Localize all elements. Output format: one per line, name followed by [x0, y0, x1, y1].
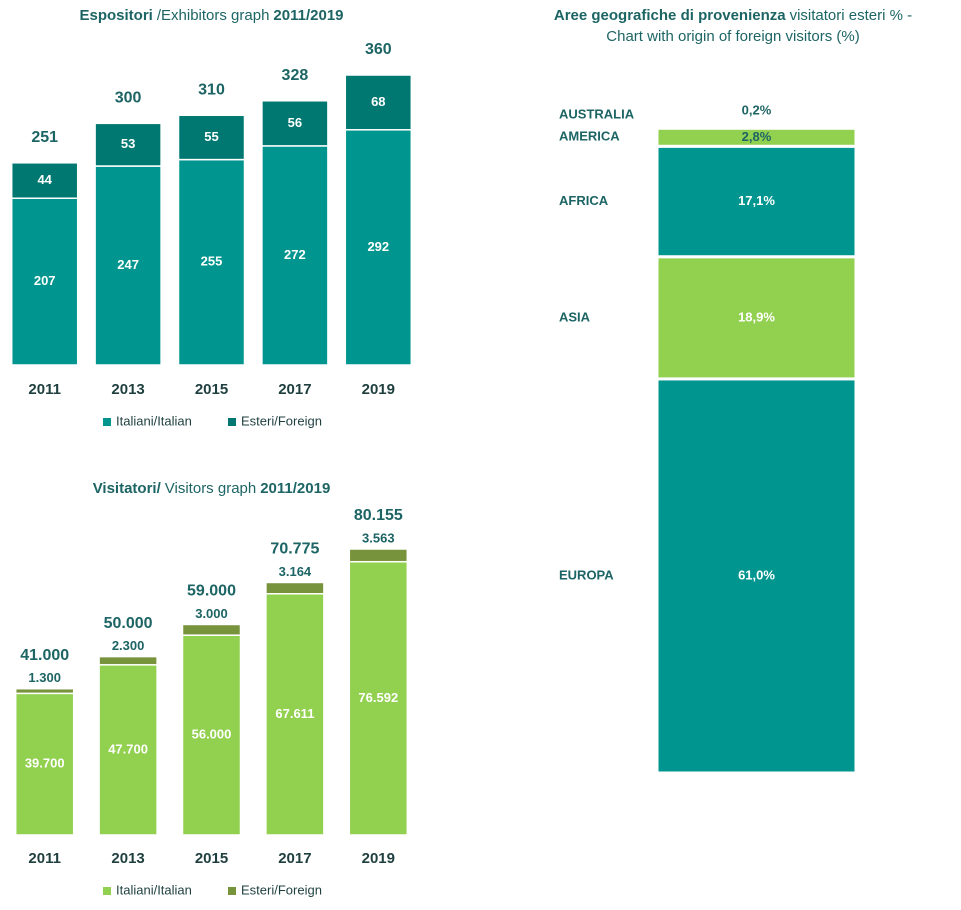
chart-title: Aree geografiche di provenienza visitator… [554, 7, 912, 24]
value-label: 292 [367, 239, 389, 254]
category-label: EUROPA [559, 567, 614, 582]
value-label: 3.563 [362, 530, 395, 545]
bar-segment [655, 144, 858, 259]
title-part: Visitors graph [165, 480, 256, 497]
x-tick-label: 2019 [362, 381, 395, 398]
value-label: 2.300 [112, 638, 145, 653]
bar-segment [14, 687, 75, 695]
title-part: Visitatori/ [93, 480, 162, 497]
value-label: 44 [37, 172, 52, 187]
total-label: 70.775 [270, 541, 319, 558]
legend-label: Italiani/Italian [116, 882, 192, 897]
value-label: 67.611 [275, 706, 314, 721]
value-label: 247 [117, 257, 139, 272]
bar-segment [655, 377, 858, 775]
bar-segment [265, 581, 325, 595]
value-label: 47.700 [108, 741, 148, 756]
value-label: 0,2% [742, 102, 772, 117]
legend-swatch [103, 887, 111, 895]
title-part: Aree geografiche di provenienza [554, 7, 786, 24]
chart-title: Espositori/Exhibitors graph 2011/2019 [80, 7, 344, 24]
chart-title: Visitatori/Visitors graph 2011/2019 [93, 480, 331, 497]
category-label: AMERICA [559, 129, 620, 144]
value-label: 2,8% [742, 129, 772, 144]
bar-segment [261, 145, 329, 366]
bar-segment [94, 122, 162, 167]
value-label: 1.300 [28, 670, 61, 685]
bar-segment [348, 548, 409, 563]
x-tick-label: 2015 [195, 381, 228, 398]
bar-segment [14, 692, 75, 836]
bar-segment [655, 255, 858, 381]
total-label: 41.000 [20, 647, 69, 664]
bar-segment [344, 129, 413, 366]
value-label: 56 [288, 115, 302, 130]
bar-segment [181, 634, 242, 836]
chart-title: Chart with origin of foreign visitors (%… [606, 28, 859, 45]
title-part: visitatori esteri % - [790, 7, 913, 24]
legend-label: Esteri/Foreign [241, 882, 322, 897]
value-label: 207 [34, 273, 56, 288]
total-label: 251 [31, 129, 58, 146]
bar-segment [98, 655, 158, 666]
total-label: 310 [198, 81, 225, 98]
x-tick-label: 2019 [362, 850, 395, 867]
bar-segment [177, 158, 246, 366]
x-tick-label: 2017 [278, 381, 311, 398]
value-label: 3.164 [279, 564, 312, 579]
x-tick-label: 2015 [195, 850, 228, 867]
value-label: 68 [371, 94, 385, 109]
x-tick-label: 2017 [278, 850, 311, 867]
value-label: 3.000 [195, 606, 228, 621]
title-part: /Exhibitors graph [157, 7, 270, 24]
x-tick-label: 2013 [111, 381, 144, 398]
bar-segment [98, 664, 158, 836]
x-tick-label: 2011 [28, 381, 61, 398]
title-part: 2011/2019 [260, 480, 330, 497]
category-label: ASIA [559, 309, 591, 324]
total-label: 360 [365, 41, 392, 58]
bar-segment [10, 162, 79, 199]
x-tick-label: 2013 [111, 850, 144, 867]
title-part: Chart with origin of foreign visitors (%… [606, 28, 859, 45]
value-label: 53 [121, 136, 135, 151]
value-label: 55 [204, 129, 218, 144]
bar-segment [344, 74, 413, 131]
value-label: 61,0% [738, 567, 775, 582]
category-label: AFRICA [559, 193, 609, 208]
legend-swatch [103, 418, 111, 426]
bar-segment [261, 100, 329, 147]
value-label: 39.700 [25, 756, 65, 771]
value-label: 76.592 [358, 690, 398, 705]
category-label: AUSTRALIA [559, 106, 635, 121]
legend-label: Esteri/Foreign [241, 413, 322, 428]
title-part: Espositori [80, 7, 153, 24]
bar-segment [10, 197, 79, 366]
total-label: 50.000 [104, 615, 153, 632]
total-label: 328 [282, 67, 309, 84]
value-label: 18,9% [738, 309, 775, 324]
bar-segment [348, 560, 409, 836]
value-label: 17,1% [738, 193, 775, 208]
legend-swatch [228, 418, 236, 426]
bar-segment [181, 623, 242, 636]
total-label: 80.155 [354, 507, 403, 524]
total-label: 59.000 [187, 583, 236, 600]
value-label: 56.000 [192, 727, 232, 742]
legend-label: Italiani/Italian [116, 413, 192, 428]
value-label: 272 [284, 247, 306, 262]
total-label: 300 [115, 90, 142, 107]
bar-segment [177, 114, 246, 161]
legend-swatch [228, 887, 236, 895]
x-tick-label: 2011 [28, 850, 61, 867]
value-label: 255 [201, 254, 223, 269]
title-part: 2011/2019 [273, 7, 343, 24]
